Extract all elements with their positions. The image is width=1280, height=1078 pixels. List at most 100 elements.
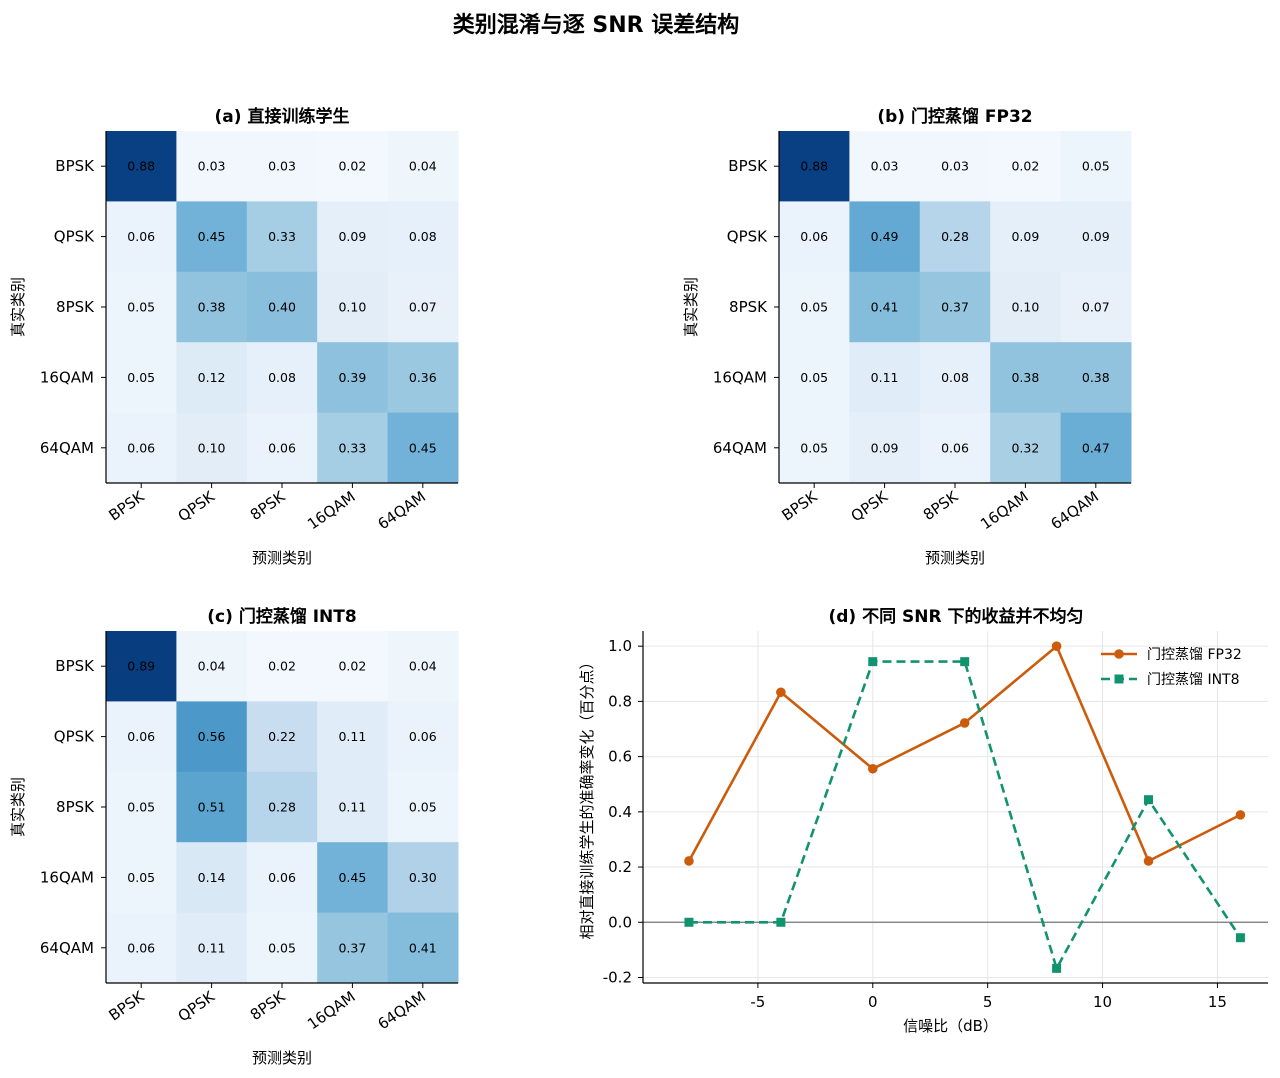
- x-tick-label: 64QAM: [374, 488, 429, 534]
- y-tick-label: BPSK: [55, 157, 95, 175]
- heatmap-cell-label: 0.05: [127, 370, 155, 385]
- heatmap-cell: [849, 131, 921, 202]
- heatmap-cell: [387, 412, 459, 484]
- heatmap-cell-label: 0.10: [1011, 300, 1039, 315]
- heatmap-cell-label: 0.33: [338, 440, 366, 455]
- x-tick-label: 16QAM: [977, 488, 1032, 534]
- heatmap-cell: [990, 342, 1062, 414]
- heatmap-cell: [176, 771, 248, 843]
- heatmap-cell: [176, 201, 248, 273]
- heatmap-cell-label: 0.22: [268, 729, 296, 744]
- heatmap-cell: [317, 771, 389, 843]
- series-point: [1052, 963, 1062, 973]
- heatmap-cell-label: 0.37: [338, 940, 366, 955]
- x-tick-label: 16QAM: [304, 988, 359, 1034]
- series-point: [1143, 856, 1154, 866]
- series-point: [1235, 933, 1245, 943]
- x-tick-label: 10: [1093, 993, 1112, 1011]
- heatmap-panel-0: 0.88 0.03 0.03 0.02 0.04 0.06 0.45 0.33 0.09 0.08…: [9, 106, 459, 567]
- y-axis-label: 真实类别: [9, 777, 27, 837]
- heatmap-cell-label: 0.04: [409, 159, 437, 174]
- y-tick-label: 0.4: [608, 803, 632, 821]
- x-tick-label: 8PSK: [247, 987, 289, 1024]
- heatmap-cell: [387, 842, 459, 914]
- figure-title: 类别混淆与逐 SNR 误差结构: [453, 12, 740, 38]
- heatmap-cell-label: 0.40: [268, 300, 296, 315]
- y-tick-label: 16QAM: [40, 368, 94, 386]
- heatmap-cell: [919, 131, 991, 202]
- x-axis-label: 预测类别: [252, 1049, 312, 1067]
- x-tick-label: QPSK: [175, 487, 219, 525]
- heatmap-cell: [387, 701, 459, 773]
- y-axis-label: 真实类别: [9, 277, 27, 337]
- line-chart-panel: -5 0 5 10 15 -0.2 0.0 0.2 0.4 0.6 0.8 1.0 (d) 不同 SNR…: [578, 606, 1268, 1035]
- heatmap-cell: [246, 342, 318, 414]
- heatmap-cell-label: 0.38: [198, 300, 226, 315]
- heatmap-panel-1: 0.88 0.03 0.03 0.02 0.05 0.06 0.49 0.28 0.09 0.09…: [682, 106, 1132, 567]
- heatmap-cell-label: 0.03: [941, 159, 969, 174]
- y-axis-label: 真实类别: [682, 277, 700, 337]
- heatmap-cell-label: 0.05: [268, 940, 296, 955]
- heatmap-cell-label: 0.37: [941, 300, 969, 315]
- heatmap-cell-label: 0.28: [268, 800, 296, 815]
- heatmap-cell: [246, 271, 318, 343]
- heatmap-cell: [317, 701, 389, 773]
- y-tick-label: QPSK: [54, 728, 95, 746]
- heatmap-cell: [317, 912, 389, 984]
- x-tick-label: 8PSK: [920, 487, 962, 524]
- heatmap-cell-label: 0.11: [871, 370, 899, 385]
- heatmap-cell: [990, 271, 1062, 343]
- heatmap-cell-label: 0.30: [409, 870, 437, 885]
- heatmap-cell: [106, 342, 177, 414]
- heatmap-cell-label: 0.05: [409, 800, 437, 815]
- heatmap-cell-label: 0.10: [198, 440, 226, 455]
- heatmap-cell: [919, 271, 991, 343]
- heatmap-cell-label: 0.03: [268, 159, 296, 174]
- heatmap-cell-label: 0.06: [800, 229, 828, 244]
- heatmap-cell-label: 0.04: [409, 659, 437, 674]
- x-tick-label: QPSK: [175, 987, 219, 1025]
- heatmap-cell: [176, 342, 248, 414]
- heatmap-cell: [176, 271, 248, 343]
- series-point: [1051, 641, 1062, 651]
- heatmap-cell: [990, 201, 1062, 273]
- heatmap-cell-label: 0.06: [941, 440, 969, 455]
- y-tick-label: 64QAM: [713, 439, 767, 457]
- heatmap-cell-label: 0.05: [800, 440, 828, 455]
- y-tick-label: 0.6: [608, 748, 632, 766]
- heatmap-cell: [990, 131, 1062, 202]
- heatmap-cell: [246, 631, 318, 702]
- heatmap-cell: [246, 701, 318, 773]
- y-tick-label: 16QAM: [40, 868, 94, 886]
- y-tick-label: 0.0: [608, 913, 632, 931]
- heatmap-cell: [779, 271, 850, 343]
- series-point: [776, 687, 786, 698]
- heatmap-cell: [1060, 131, 1132, 202]
- x-tick-label: 64QAM: [1047, 488, 1102, 534]
- legend-marker: [1114, 674, 1124, 684]
- heatmap-cell: [246, 771, 318, 843]
- heatmap-cell: [317, 631, 389, 702]
- heatmap-cell-label: 0.07: [409, 300, 437, 315]
- heatmap-cell: [106, 771, 177, 843]
- heatmap-cell-label: 0.07: [1082, 300, 1110, 315]
- heatmap-cell-label: 0.06: [268, 440, 296, 455]
- heatmap-cell-label: 0.89: [127, 659, 155, 674]
- legend-marker: [1114, 649, 1124, 659]
- heatmap-cell-label: 0.08: [409, 229, 437, 244]
- series-point: [960, 657, 970, 667]
- heatmap-cell: [387, 631, 459, 702]
- heatmap-cell-label: 0.02: [268, 659, 296, 674]
- heatmap-cell: [1060, 271, 1132, 343]
- heatmap-cell-label: 0.88: [127, 159, 155, 174]
- heatmap-cell-label: 0.06: [127, 940, 155, 955]
- heatmap-cell-label: 0.05: [127, 870, 155, 885]
- y-tick-label: 0.2: [608, 858, 632, 876]
- heatmap-cell-label: 0.88: [800, 159, 828, 174]
- x-axis-label: 预测类别: [252, 549, 312, 567]
- heatmap-cell: [106, 131, 177, 202]
- heatmap-cell: [106, 271, 177, 343]
- heatmap-cell-label: 0.11: [198, 940, 226, 955]
- heatmap-cell-label: 0.14: [198, 870, 226, 885]
